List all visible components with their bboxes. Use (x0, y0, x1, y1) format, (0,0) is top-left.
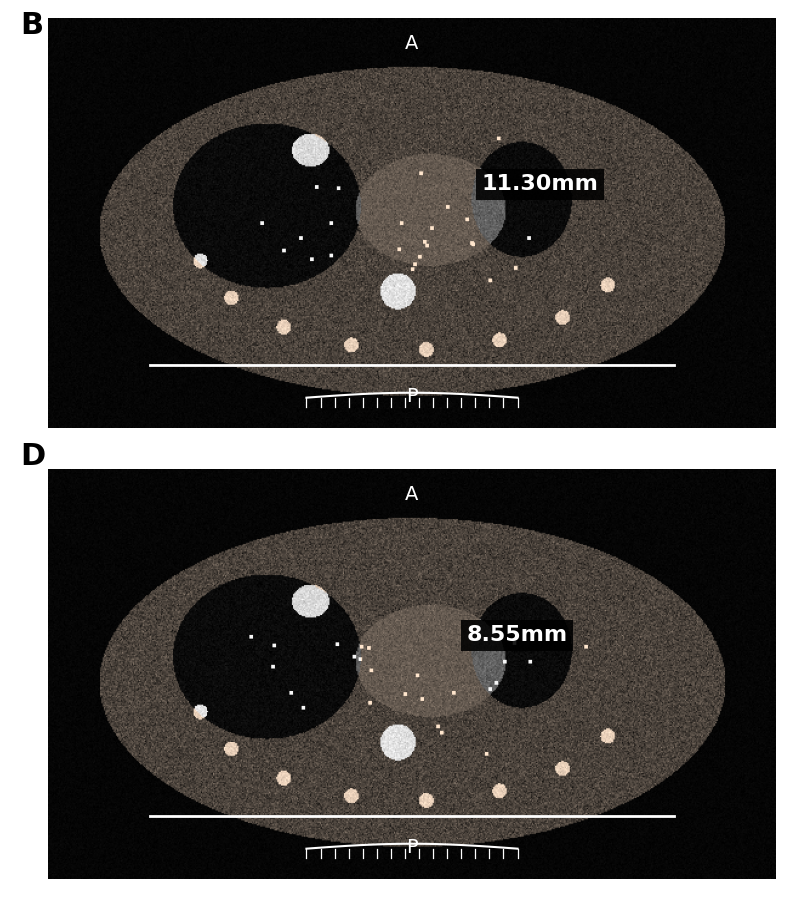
Text: 11.30mm: 11.30mm (481, 174, 598, 194)
Text: 8.55mm: 8.55mm (466, 625, 568, 645)
Text: A: A (406, 485, 418, 504)
Text: A: A (406, 34, 418, 53)
Text: P: P (406, 387, 418, 406)
Text: P: P (406, 838, 418, 857)
Text: D: D (20, 442, 46, 471)
Text: B: B (20, 11, 43, 40)
